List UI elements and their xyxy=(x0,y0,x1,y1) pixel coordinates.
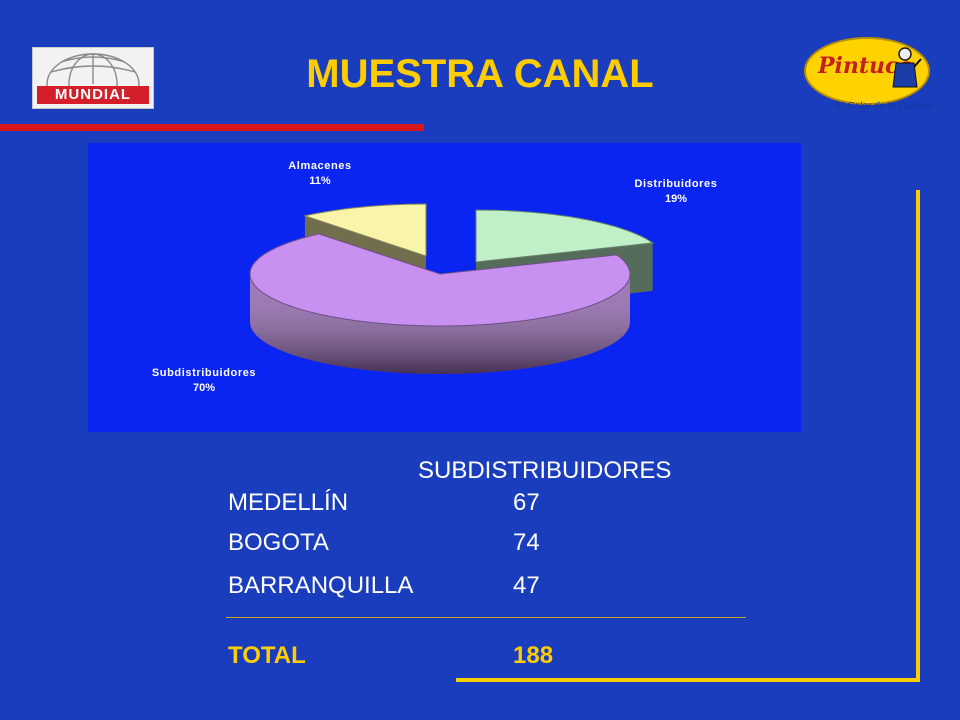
pie-label-subdistribuidores: Subdistribuidores xyxy=(152,367,256,379)
pie-label-distribuidores: Distribuidores xyxy=(635,178,718,190)
pintuco-brand-text: Pintuco xyxy=(818,53,914,79)
frame-line-vertical xyxy=(916,190,920,682)
pie-chart-svg: Almacenes 11% Distribuidores 19% Subdistribu… xyxy=(152,160,718,394)
frame-line-horizontal xyxy=(456,678,920,682)
mundial-brand-text: MUNDIAL xyxy=(37,86,149,104)
city-label-bogota: BOGOTA xyxy=(228,529,329,556)
total-value: 188 xyxy=(513,642,554,669)
globe-icon xyxy=(46,53,140,88)
table-header: SUBDISTRIBUIDORES xyxy=(418,457,672,484)
painter-icon xyxy=(892,47,922,88)
pie-value-distribuidores: 19% xyxy=(665,193,687,205)
city-value-medellin: 67 xyxy=(513,489,540,516)
pie-value-almacenes: 11% xyxy=(309,175,331,187)
page-title: MUESTRA CANAL xyxy=(306,52,654,96)
pie-value-subdistribuidores: 70% xyxy=(193,382,215,394)
pintuco-tagline: El Color de la Calidad xyxy=(835,101,932,112)
mundial-logo: MUNDIAL xyxy=(32,47,154,109)
city-value-bogota: 74 xyxy=(513,529,540,556)
city-label-medellin: MEDELLÍN xyxy=(228,489,349,516)
total-label: TOTAL xyxy=(228,642,306,669)
pintuco-logo: Pintuco El Color de la Calidad xyxy=(796,37,936,117)
red-divider-bar xyxy=(0,124,424,131)
city-label-barranquilla: BARRANQUILLA xyxy=(228,572,414,599)
pie-chart: Almacenes 11% Distribuidores 19% Subdistribu… xyxy=(88,143,801,432)
table-divider xyxy=(226,617,746,618)
city-value-barranquilla: 47 xyxy=(513,572,540,599)
pie-slice-subdistribuidores xyxy=(249,233,631,374)
pie-label-almacenes: Almacenes xyxy=(288,160,352,172)
